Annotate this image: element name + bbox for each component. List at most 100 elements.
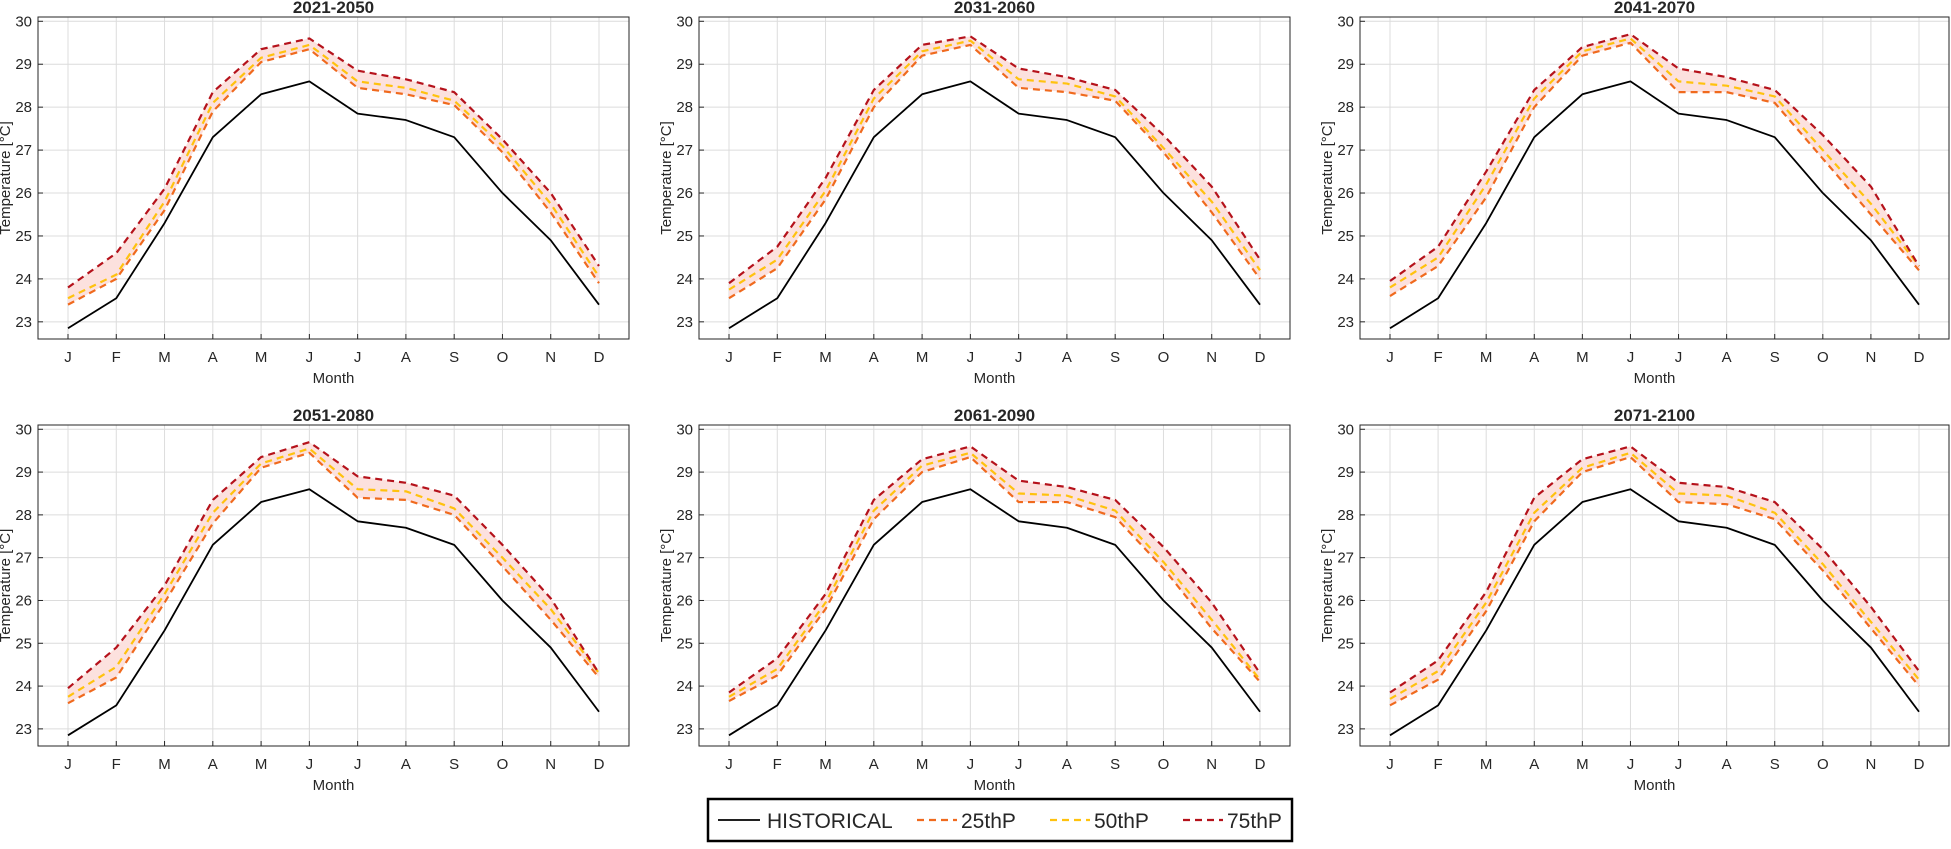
y-tick-label: 27 <box>1337 142 1354 159</box>
axes-frame <box>1359 424 1950 747</box>
y-tick-label: 24 <box>1337 678 1354 695</box>
chart-title: 2071-2100 <box>1614 406 1695 425</box>
x-tick-label: O <box>1817 349 1829 366</box>
y-tick-label: 30 <box>676 13 693 30</box>
y-tick-label: 28 <box>1337 507 1354 524</box>
x-tick-label: A <box>1722 756 1732 773</box>
x-tick-label: D <box>1914 349 1925 366</box>
y-tick-label: 25 <box>15 228 32 245</box>
x-axis-label: Month <box>1634 777 1676 794</box>
y-axis-label: Temperature [°C] <box>1319 121 1336 235</box>
x-tick-label: J <box>1386 756 1394 773</box>
y-tick-label: 23 <box>15 721 32 738</box>
y-axis-label: Temperature [°C] <box>0 529 14 643</box>
series-line-75thp <box>67 37 600 289</box>
series-line-50thp <box>67 447 600 698</box>
series-line-50thp <box>67 43 600 300</box>
y-tick-label: 26 <box>15 592 32 609</box>
x-tick-label: J <box>1015 756 1023 773</box>
y-tick-label: 28 <box>676 507 693 524</box>
series-line-50thp <box>728 39 1261 291</box>
legend: HISTORICAL 25thP 50thP 75thP <box>706 797 1294 843</box>
x-tick-label: N <box>545 349 556 366</box>
y-tick-label: 29 <box>676 464 693 481</box>
x-tick-label: A <box>1722 349 1732 366</box>
axes-frame <box>37 16 630 340</box>
y-tick-label: 27 <box>676 550 693 567</box>
y-tick-label: 25 <box>676 228 693 245</box>
x-tick-label: O <box>1158 349 1170 366</box>
x-tick-label: A <box>1529 349 1539 366</box>
series-line-25thp <box>1389 41 1920 297</box>
x-tick-label: A <box>1062 756 1072 773</box>
x-axis-label: Month <box>313 777 355 794</box>
y-tick-label: 27 <box>15 142 32 159</box>
x-tick-label: J <box>1386 349 1394 366</box>
x-tick-label: A <box>1529 756 1539 773</box>
x-tick-label: O <box>497 756 509 773</box>
x-tick-label: A <box>208 756 218 773</box>
y-axis-label: Temperature [°C] <box>1319 529 1336 643</box>
chart-title: 2041-2070 <box>1614 0 1695 17</box>
x-axis-label: Month <box>974 370 1016 387</box>
x-tick-label: A <box>869 349 879 366</box>
y-tick-label: 30 <box>676 421 693 438</box>
x-tick-label: M <box>916 349 929 366</box>
x-tick-label: A <box>869 756 879 773</box>
x-tick-label: M <box>255 756 268 773</box>
chart-title: 2061-2090 <box>954 406 1035 425</box>
y-tick-label: 30 <box>15 421 32 438</box>
x-axis-label: Month <box>1634 370 1676 387</box>
percentile-band <box>1390 446 1919 706</box>
y-tick-label: 24 <box>676 678 693 695</box>
x-tick-label: O <box>1817 756 1829 773</box>
x-tick-label: M <box>1576 349 1589 366</box>
x-tick-label: J <box>967 756 975 773</box>
y-tick-label: 23 <box>1337 721 1354 738</box>
series-line-50thp <box>1389 451 1920 700</box>
chart-title: 2031-2060 <box>954 0 1035 17</box>
y-tick-label: 25 <box>1337 635 1354 652</box>
percentile-band <box>1390 34 1919 297</box>
y-tick-label: 28 <box>15 99 32 116</box>
series-line-historical <box>67 80 600 330</box>
y-tick-label: 24 <box>15 678 32 695</box>
y-tick-label: 28 <box>1337 99 1354 116</box>
legend-label: 25thP <box>961 810 1016 833</box>
chart-panel: 23 24 25 26 27 28 29 30 J F M A M J J A S O N D 2051-2080 Mon… <box>0 406 630 794</box>
legend-label: 75thP <box>1227 810 1282 833</box>
series-line-75thp <box>1389 445 1920 694</box>
x-tick-label: J <box>1627 756 1635 773</box>
chart-title: 2021-2050 <box>293 0 374 17</box>
x-tick-label: O <box>497 349 509 366</box>
y-tick-label: 23 <box>676 314 693 331</box>
x-tick-label: S <box>449 756 459 773</box>
series-line-75thp <box>67 441 600 690</box>
y-tick-label: 26 <box>1337 185 1354 202</box>
series-line-50thp <box>728 451 1261 698</box>
y-tick-label: 24 <box>1337 271 1354 288</box>
y-tick-label: 27 <box>1337 550 1354 567</box>
x-tick-label: J <box>1675 349 1683 366</box>
series-line-historical <box>728 80 1261 330</box>
x-tick-label: D <box>594 756 605 773</box>
series-line-historical <box>728 488 1261 737</box>
y-tick-label: 30 <box>1337 13 1354 30</box>
x-tick-label: N <box>1206 756 1217 773</box>
y-tick-label: 26 <box>676 185 693 202</box>
y-tick-label: 29 <box>15 56 32 73</box>
x-tick-label: N <box>1865 349 1876 366</box>
x-tick-label: J <box>306 349 314 366</box>
y-tick-label: 28 <box>15 507 32 524</box>
x-tick-label: F <box>773 349 782 366</box>
series-line-historical <box>1389 488 1920 737</box>
y-tick-label: 23 <box>1337 314 1354 331</box>
x-tick-label: M <box>819 756 832 773</box>
x-tick-label: S <box>1770 349 1780 366</box>
x-axis-label: Month <box>974 777 1016 794</box>
y-tick-label: 28 <box>676 99 693 116</box>
x-tick-label: N <box>545 756 556 773</box>
series-line-historical <box>67 488 600 737</box>
axes-frame <box>1359 16 1950 340</box>
